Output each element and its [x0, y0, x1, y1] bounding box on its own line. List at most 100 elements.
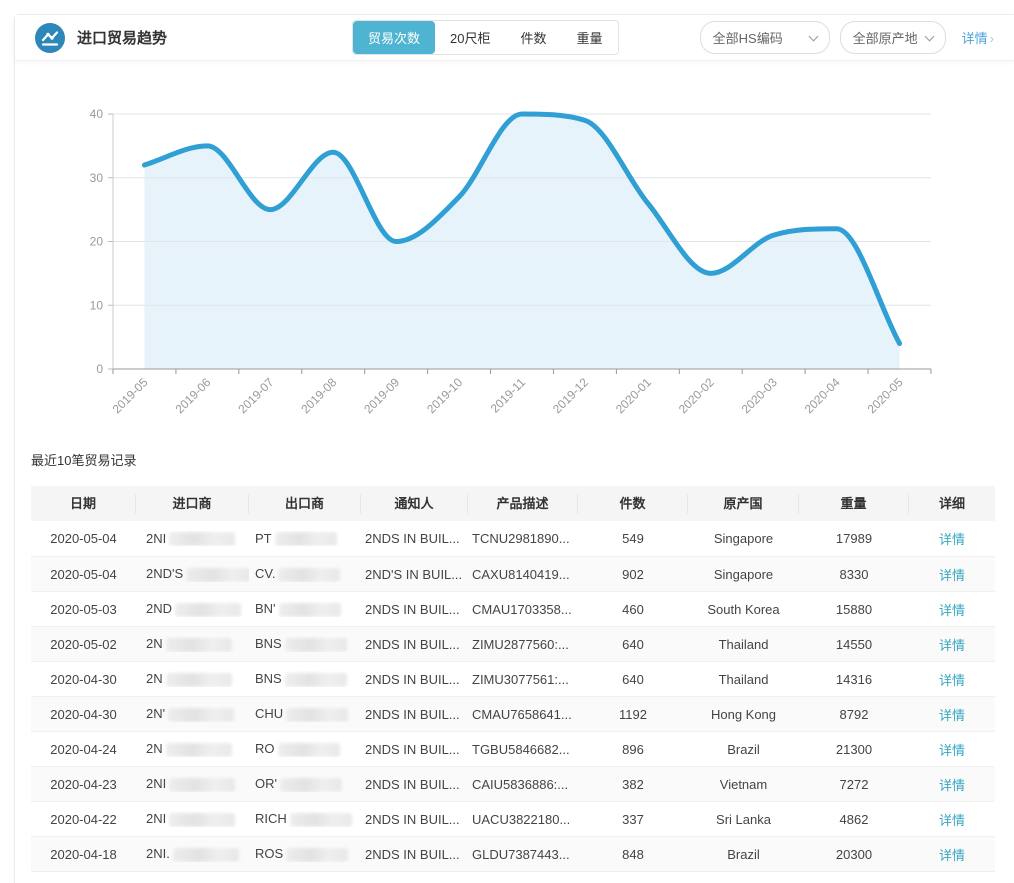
redacted-text — [169, 777, 236, 792]
cell-origin: Thailand — [718, 636, 769, 652]
cell-importer: 2NI — [136, 811, 249, 827]
cell-exporter: BNS — [249, 671, 361, 687]
cell-weight: 17989 — [835, 531, 873, 546]
cell-importer-visible-text: 2N — [146, 741, 163, 757]
cell-date: 2020-04-24 — [50, 741, 117, 757]
filter-group: 全部HS编码 全部原产地 详情 › — [699, 21, 994, 54]
row-detail-link[interactable]: 详情 — [938, 637, 965, 653]
cell-qty: 896 — [622, 741, 644, 757]
chevron-down-icon — [808, 31, 819, 41]
row-detail-link[interactable]: 详情 — [938, 672, 965, 688]
x-axis-label: 2019-08 — [298, 375, 339, 416]
y-axis-label: 40 — [90, 107, 104, 121]
trend-area-chart: 0 10 20 30 40 2019-05 2019-06 2019-07 2019-08 201… — [90, 107, 932, 416]
redacted-text — [165, 742, 232, 757]
cell-product: CAXU8140419... — [472, 566, 570, 582]
redacted-text — [286, 847, 349, 862]
recent-records-title: 最近10笔贸易记录 — [31, 453, 137, 468]
header-tab[interactable]: 重量 — [576, 31, 603, 46]
row-detail-link[interactable]: 详情 — [938, 812, 965, 828]
row-detail-link[interactable]: 详情 — [938, 532, 965, 547]
header-tab[interactable]: 件数 — [520, 31, 547, 46]
cell-notify: 2NDS IN BUIL... — [365, 601, 460, 617]
redacted-text — [165, 637, 232, 652]
cell-origin: Singapore — [713, 531, 774, 546]
cell-detail: 详情 — [909, 600, 995, 619]
table-row: 2020-04-23 2NI OR' 2NDS IN BUIL... CAIU58368… — [31, 766, 995, 801]
row-detail-link[interactable]: 详情 — [938, 707, 965, 723]
cell-origin: South Korea — [707, 601, 780, 617]
row-detail-link[interactable]: 详情 — [938, 602, 965, 618]
cell-importer: 2N — [136, 636, 249, 652]
redacted-text — [277, 742, 340, 757]
row-detail-link[interactable]: 详情 — [938, 847, 965, 863]
redacted-text — [274, 532, 337, 547]
table-row: 2020-05-04 2ND'S CV. 2ND'S IN BUIL... CAXU81… — [31, 556, 995, 591]
table-header-row: 日期 进口商 出口商 通知人 产品描述 件数 原产国 重量 详细 — [31, 486, 995, 521]
cell-product: CMAU7658641... — [472, 706, 572, 722]
cell-date: 2020-04-30 — [50, 671, 117, 687]
trade-records-table: 日期 进口商 出口商 通知人 产品描述 件数 原产国 重量 详细 2020-05-04 2NI PT… — [31, 486, 995, 872]
cell-importer-visible-text: 2NI — [146, 530, 167, 546]
cell-exporter-visible-text: CHU — [255, 706, 284, 722]
y-axis-label: 30 — [90, 171, 104, 185]
redacted-text — [284, 672, 347, 687]
cell-weight: 21300 — [835, 741, 873, 757]
hs-code-filter-dropdown[interactable]: 全部HS编码 — [699, 21, 830, 54]
cell-importer: 2N — [136, 741, 249, 757]
cell-date: 2020-05-04 — [50, 531, 117, 546]
cell-exporter-visible-text: PT — [255, 530, 272, 546]
cell-exporter-visible-text: BN' — [255, 601, 276, 617]
redacted-text — [278, 567, 341, 582]
cell-importer: 2N' — [136, 706, 249, 722]
table-body: 2020-05-04 2NI PT 2NDS IN BUIL... TCNU298189… — [31, 521, 995, 871]
cell-weight: 7272 — [839, 776, 869, 792]
cell-exporter: BNS — [249, 636, 361, 652]
cell-importer: 2NI — [136, 531, 249, 547]
cell-exporter: OR' — [249, 776, 361, 792]
y-axis-label: 20 — [90, 235, 104, 249]
cell-exporter-visible-text: CV. — [255, 566, 276, 582]
row-detail-link[interactable]: 详情 — [938, 567, 965, 583]
cell-qty: 848 — [622, 846, 644, 862]
cell-exporter: BN' — [249, 601, 361, 617]
cell-weight: 8792 — [839, 706, 869, 722]
x-axis-label: 2019-05 — [110, 375, 151, 416]
cell-importer: 2ND'S — [136, 566, 249, 582]
column-header: 进口商 — [136, 493, 249, 514]
row-detail-link[interactable]: 详情 — [938, 777, 965, 793]
column-header: 产品描述 — [468, 493, 578, 514]
cell-qty: 337 — [622, 811, 644, 827]
row-detail-link[interactable]: 详情 — [938, 742, 965, 758]
cell-product: UACU3822180... — [472, 811, 571, 827]
y-axis-label: 10 — [90, 298, 104, 312]
cell-exporter-visible-text: ROS — [255, 846, 284, 862]
cell-qty: 1192 — [619, 706, 647, 722]
table-row: 2020-05-04 2NI PT 2NDS IN BUIL... TCNU298189… — [31, 521, 995, 556]
redacted-text — [289, 812, 352, 827]
cell-origin: Brazil — [727, 741, 760, 757]
cell-exporter: CHU — [249, 706, 361, 722]
header-tab[interactable]: 20尺柜 — [450, 31, 491, 46]
cell-product: ZIMU3077561:... — [472, 671, 569, 687]
page-title: 进口贸易趋势 — [77, 30, 168, 47]
redacted-text — [168, 707, 235, 722]
redacted-text — [278, 602, 341, 617]
cell-detail: 详情 — [909, 775, 995, 794]
column-header: 重量 — [799, 493, 909, 514]
cell-qty: 549 — [622, 531, 644, 546]
header-detail-link[interactable]: 详情 › — [961, 31, 994, 46]
cell-detail: 详情 — [909, 845, 995, 864]
header-tab[interactable]: 贸易次数 — [353, 21, 436, 54]
cell-exporter-visible-text: OR' — [255, 776, 277, 792]
cell-product: GLDU7387443... — [472, 846, 570, 862]
cell-exporter: PT — [249, 531, 361, 547]
redacted-text — [169, 812, 236, 827]
cell-exporter-visible-text: BNS — [255, 671, 282, 687]
cell-importer-visible-text: 2NI — [146, 776, 167, 792]
origin-filter-dropdown[interactable]: 全部原产地 — [839, 21, 946, 54]
table-row: 2020-04-22 2NI RICH 2NDS IN BUIL... UACU3822… — [31, 801, 995, 836]
chevron-down-icon — [924, 31, 935, 41]
cell-detail: 详情 — [909, 635, 995, 654]
